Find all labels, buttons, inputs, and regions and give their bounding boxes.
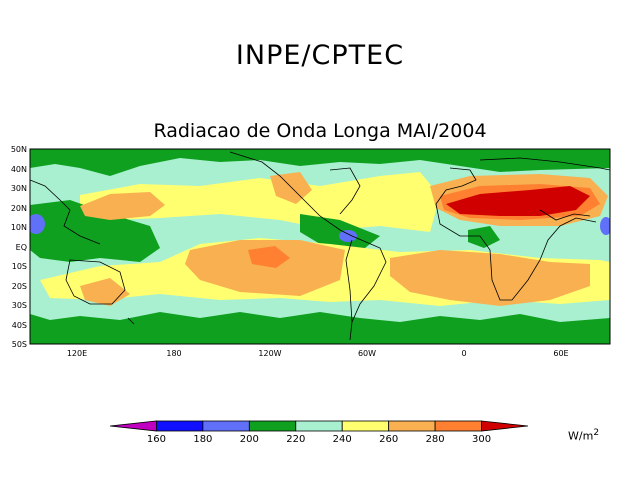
lon-label: 60E <box>553 349 568 358</box>
coastline-north-america-west <box>229 151 353 237</box>
coastline-africa <box>435 167 597 301</box>
lon-label: 0 <box>461 349 466 358</box>
colorbar-segment <box>388 420 436 432</box>
orange-region-south-pacific <box>185 240 345 296</box>
green-region-africa <box>468 226 500 248</box>
lat-label: 30S <box>12 301 27 310</box>
unit-label: W/m2 <box>568 428 600 443</box>
lat-label: EQ <box>16 243 27 252</box>
page-title: INPE/CPTEC <box>235 40 405 71</box>
colorbar: 160 180 200 220 240 260 280 300 <box>109 420 529 445</box>
colorbar-segment <box>481 420 529 432</box>
coastline-new-zealand <box>127 317 135 325</box>
blue-core-east <box>600 217 610 235</box>
lat-label: 40S <box>12 321 27 330</box>
lat-label: 20N <box>11 204 27 213</box>
orange-region-north-pacific <box>80 192 165 220</box>
colorbar-segment <box>341 420 390 432</box>
green-region-south <box>30 312 610 344</box>
blue-core-panama <box>339 230 357 242</box>
lat-label: 40N <box>11 165 27 174</box>
blue-core-west <box>30 214 45 234</box>
lat-axis: 50N 40N 30N 20N 10N EQ 10S 20S 30S 40S 5… <box>11 145 27 349</box>
colorbar-label: 240 <box>333 434 352 445</box>
lon-label: 180 <box>166 349 181 358</box>
lat-label: 20S <box>12 282 27 291</box>
lat-label: 10N <box>11 223 27 232</box>
green-region-central-america <box>300 214 380 252</box>
map-frame <box>29 148 611 345</box>
colorbar-label: 280 <box>426 434 445 445</box>
coastline-east-asia <box>30 179 101 245</box>
yellow-region-north-tropics <box>80 172 440 232</box>
colorbar-label: 160 <box>147 434 166 445</box>
dark-orange-core-pacific <box>248 246 290 268</box>
coastline-australia <box>65 259 126 305</box>
colorbar-segment <box>295 420 343 432</box>
lat-label: 10S <box>12 262 27 271</box>
colorbar-label: 260 <box>379 434 398 445</box>
green-region-north <box>30 149 610 176</box>
colorbar-segment <box>202 420 250 432</box>
coastline-south-america-east <box>349 235 387 341</box>
orange-region-australia <box>80 278 130 306</box>
coastline-south-america-west <box>345 239 353 323</box>
coastline-arabia-india <box>539 209 591 221</box>
orange-region-south-atlantic <box>390 250 590 306</box>
lat-label: 30N <box>11 184 27 193</box>
green-region-warm-pool <box>30 200 160 262</box>
colorbar-segment <box>156 420 204 432</box>
lon-label: 120W <box>258 349 281 358</box>
colorbar-label: 220 <box>286 434 305 445</box>
coastlines <box>30 151 610 341</box>
coastline-north-america-east <box>329 167 361 215</box>
colorbar-segment <box>248 420 297 432</box>
colorbar-label: 200 <box>240 434 259 445</box>
lat-label: 50S <box>12 340 27 349</box>
red-core-sahara-arabia <box>446 186 590 216</box>
lat-label: 50N <box>11 145 27 154</box>
map-field <box>30 149 610 344</box>
colorbar-label: 180 <box>193 434 212 445</box>
lon-axis: 120E 180 120W 60W 0 60E <box>67 349 569 358</box>
map-title: Radiacao de Onda Longa MAI/2004 <box>153 120 487 142</box>
lon-label: 60W <box>358 349 376 358</box>
colorbar-segment <box>434 420 482 432</box>
colorbar-label: 300 <box>472 434 491 445</box>
colorbar-segment <box>109 420 157 432</box>
lon-label: 120E <box>67 349 87 358</box>
orange-region-baja <box>270 172 312 204</box>
coastline-eurasia <box>479 157 610 171</box>
